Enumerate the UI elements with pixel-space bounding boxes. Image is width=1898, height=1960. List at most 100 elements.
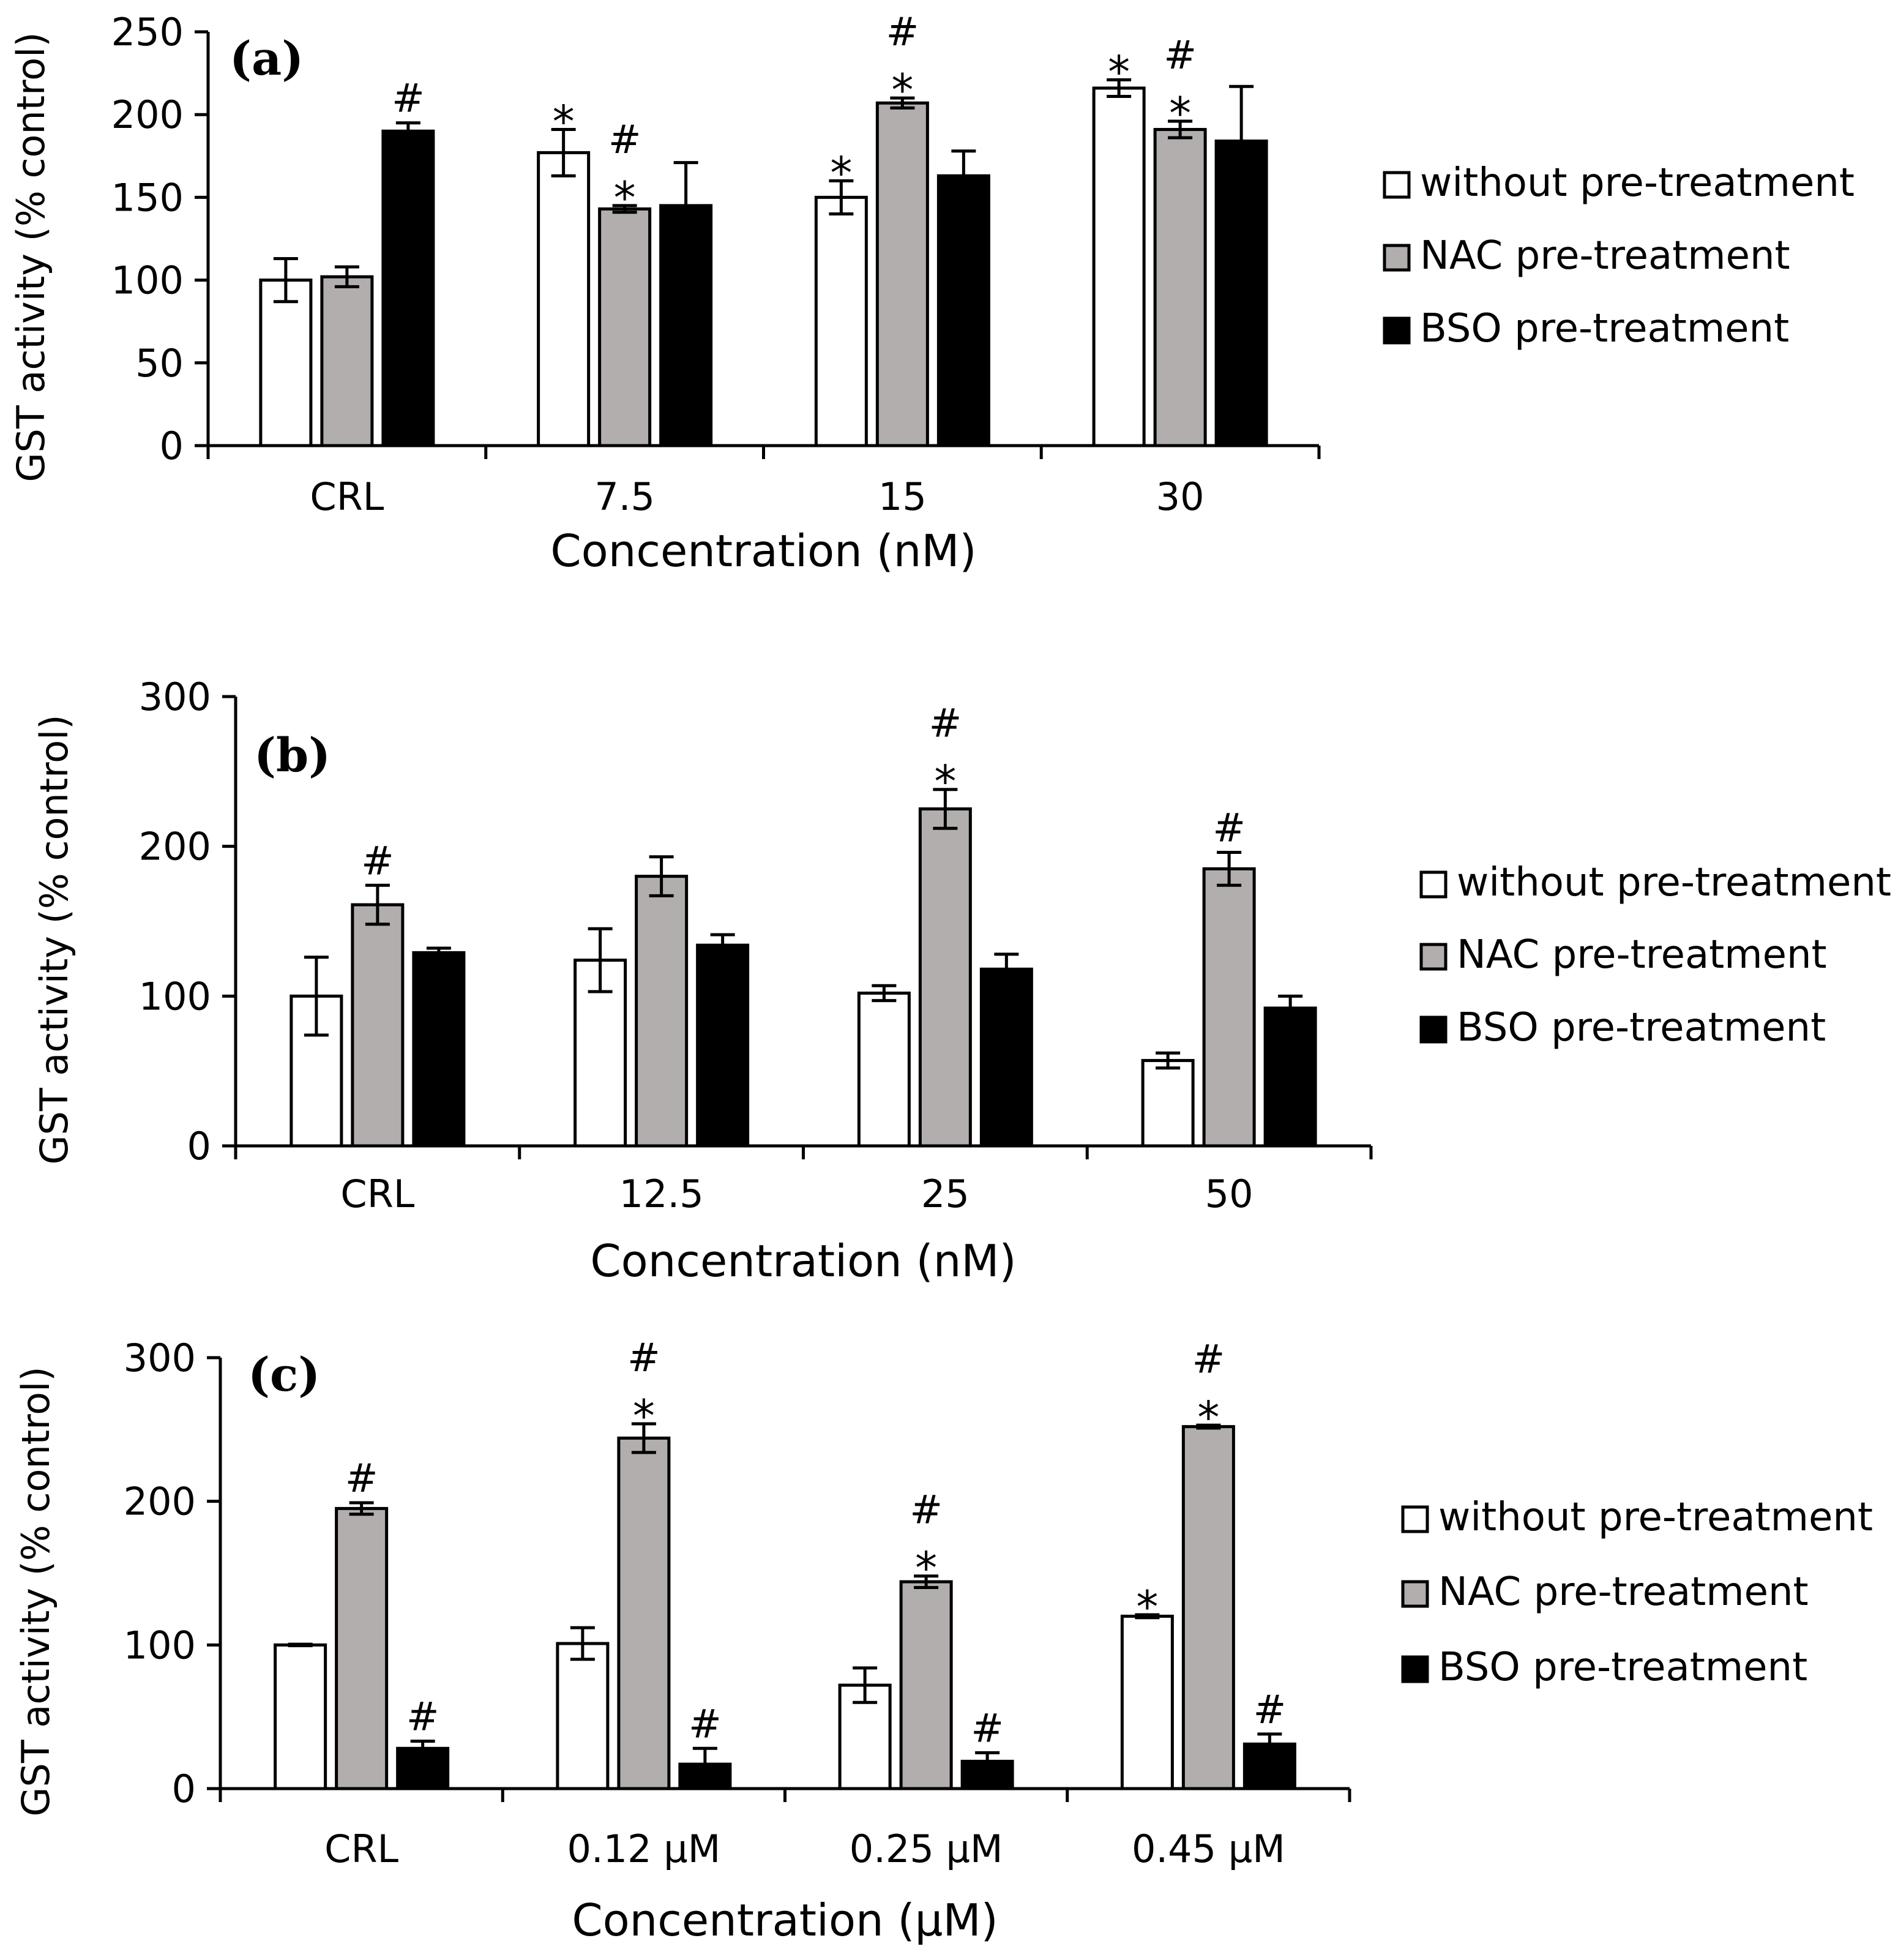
bar xyxy=(814,195,868,447)
y-tick-label: 0 xyxy=(187,1124,211,1169)
significance-hash: # xyxy=(971,1706,1004,1751)
legend-swatch xyxy=(1401,1505,1429,1533)
bar xyxy=(320,275,374,447)
panel-label: (a) xyxy=(230,31,304,86)
panel-label: (b) xyxy=(254,728,331,782)
x-tick-label: CRL xyxy=(310,474,384,519)
y-axis-title: GST activity (% control) xyxy=(13,1366,58,1816)
chart-panel-2: 0 100 200 300 # CRL 12.5 * #25 #50 (b) Concentratio… xyxy=(32,675,1891,1287)
legend-label: NAC pre-treatment xyxy=(1438,1569,1809,1615)
y-tick-label: 0 xyxy=(160,424,184,468)
legend: without pre-treatment NAC pre-treatment BS… xyxy=(1383,160,1855,351)
x-tick-label: CRL xyxy=(324,1827,398,1871)
bar xyxy=(899,1580,953,1790)
significance-hash: # xyxy=(1212,806,1246,851)
significance-hash: # xyxy=(392,77,425,122)
x-tick-label: CRL xyxy=(340,1172,414,1216)
legend-swatch xyxy=(1419,1016,1448,1044)
x-tick-label: 15 xyxy=(878,474,927,519)
legend-label: NAC pre-treatment xyxy=(1457,932,1827,978)
significance-star: * xyxy=(614,172,636,223)
bar xyxy=(1141,1059,1195,1148)
x-tick-label: 0.25 μM xyxy=(850,1827,1003,1871)
bar xyxy=(598,207,652,447)
legend-swatch xyxy=(1383,316,1411,345)
significance-star: * xyxy=(553,96,575,148)
legend-label: without pre-treatment xyxy=(1457,860,1891,905)
legend: without pre-treatment NAC pre-treatment BS… xyxy=(1419,860,1891,1050)
y-tick-label: 200 xyxy=(139,825,211,869)
legend-label: without pre-treatment xyxy=(1438,1495,1873,1540)
y-tick-label: 250 xyxy=(111,10,184,54)
bar xyxy=(1153,128,1207,447)
y-tick-label: 100 xyxy=(111,258,184,303)
y-axis-title: GST activity (% control) xyxy=(9,32,53,482)
x-tick-label: 30 xyxy=(1156,474,1205,519)
significance-star: * xyxy=(1108,46,1130,97)
significance-hash: # xyxy=(361,839,394,884)
y-tick-label: 300 xyxy=(139,675,211,719)
bar xyxy=(936,174,990,447)
chart-panel-1: 0 50 100 150 200 250 # CRL * * #7.5 * * #15 * * #30 (a) Co… xyxy=(9,10,1855,577)
legend-label: BSO pre-treatment xyxy=(1438,1645,1807,1690)
legend-swatch xyxy=(1401,1580,1429,1608)
bar xyxy=(259,279,313,447)
bar xyxy=(696,943,750,1148)
x-tick-label: 7.5 xyxy=(594,474,655,519)
bar xyxy=(1092,86,1146,447)
panel-label: (c) xyxy=(248,1347,320,1402)
significance-star: * xyxy=(934,756,956,807)
y-tick-label: 100 xyxy=(124,1623,196,1667)
legend: without pre-treatment NAC pre-treatment BS… xyxy=(1401,1495,1873,1690)
x-tick-label: 50 xyxy=(1205,1172,1254,1216)
significance-star: * xyxy=(830,147,852,198)
legend-swatch xyxy=(1419,943,1448,971)
bar xyxy=(875,101,929,447)
x-axis-title: Concentration (nM) xyxy=(550,525,976,577)
significance-hash: # xyxy=(406,1695,439,1740)
significance-star: * xyxy=(891,64,913,116)
significance-hash: # xyxy=(910,1488,943,1533)
x-axis-title: Concentration (nM) xyxy=(590,1235,1016,1287)
x-tick-label: 0.45 μM xyxy=(1132,1827,1285,1871)
legend-label: without pre-treatment xyxy=(1420,160,1855,206)
significance-star: * xyxy=(915,1543,937,1594)
legend-label: NAC pre-treatment xyxy=(1420,233,1790,279)
bar xyxy=(1120,1614,1174,1790)
significance-hash: # xyxy=(627,1336,660,1381)
bar xyxy=(918,807,972,1148)
significance-hash: # xyxy=(886,10,919,55)
y-tick-label: 200 xyxy=(124,1479,196,1524)
bar xyxy=(635,875,689,1148)
legend-label: BSO pre-treatment xyxy=(1457,1005,1826,1050)
y-tick-label: 200 xyxy=(111,92,184,137)
bar xyxy=(1202,867,1256,1148)
significance-hash: # xyxy=(608,118,641,163)
bar xyxy=(274,1643,327,1790)
y-tick-label: 150 xyxy=(111,175,184,220)
bar xyxy=(979,967,1033,1148)
y-tick-label: 100 xyxy=(139,974,211,1019)
significance-hash: # xyxy=(929,701,962,747)
significance-star: * xyxy=(1136,1581,1158,1633)
significance-hash: # xyxy=(345,1456,378,1502)
y-tick-label: 0 xyxy=(172,1767,196,1811)
y-tick-label: 300 xyxy=(124,1336,196,1380)
significance-star: * xyxy=(1169,88,1191,139)
bar xyxy=(857,991,911,1148)
bar xyxy=(537,151,591,447)
bar xyxy=(1263,1006,1317,1148)
significance-hash: # xyxy=(1192,1337,1225,1382)
bar xyxy=(412,951,466,1148)
bar xyxy=(617,1436,671,1790)
x-tick-label: 12.5 xyxy=(619,1172,704,1216)
y-tick-label: 50 xyxy=(135,341,184,386)
legend-swatch xyxy=(1383,171,1411,199)
bar xyxy=(556,1642,610,1790)
significance-star: * xyxy=(1197,1391,1219,1443)
legend-label: BSO pre-treatment xyxy=(1420,306,1789,351)
bar xyxy=(351,903,405,1148)
significance-star: * xyxy=(633,1390,655,1442)
significance-hash: # xyxy=(1254,1688,1287,1733)
